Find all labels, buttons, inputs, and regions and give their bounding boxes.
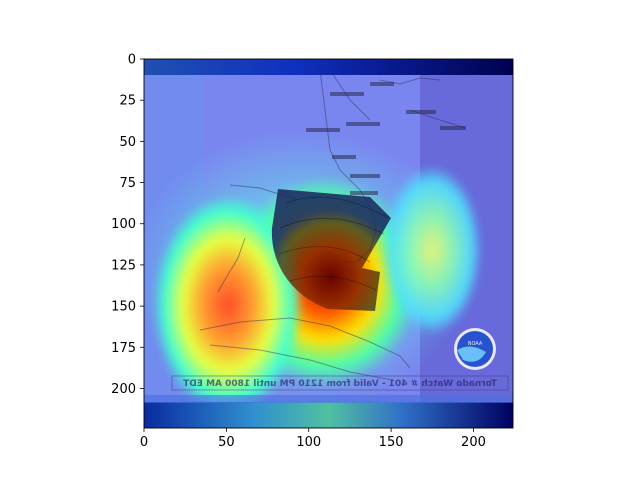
y-tick-label: 200 — [111, 382, 136, 397]
top-band — [144, 59, 513, 75]
hotspot-left — [153, 195, 303, 415]
heatmap-image: NOAA Tornado Watch # 401 - Valid from 12… — [144, 59, 513, 428]
logo-text: NOAA — [468, 341, 483, 347]
hotspot-right — [382, 165, 482, 335]
noaa-logo: NOAA — [454, 328, 496, 370]
y-tick-label: 50 — [119, 135, 136, 150]
y-tick-label: 25 — [119, 94, 136, 109]
y-axis: 0 25 50 75 100 125 150 175 200 — [111, 53, 144, 397]
y-tick-label: 0 — [128, 53, 136, 68]
x-tick-label: 0 — [140, 435, 148, 450]
x-tick-label: 200 — [461, 435, 486, 450]
watch-area-shape — [271, 189, 391, 311]
x-tick-label: 100 — [296, 435, 321, 450]
flipped-caption: Tornado Watch # 401 - Valid from 1210 PM… — [182, 379, 497, 389]
axes-frame — [143, 58, 514, 429]
x-tick-label: 150 — [379, 435, 404, 450]
y-tick-label: 125 — [111, 258, 136, 273]
y-tick-label: 100 — [111, 217, 136, 232]
x-axis: 0 50 100 150 200 — [140, 428, 486, 450]
x-tick-label: 50 — [218, 435, 235, 450]
y-tick-label: 75 — [119, 176, 136, 191]
y-tick-label: 150 — [111, 300, 136, 315]
bottom-band — [144, 402, 513, 428]
y-tick-label: 175 — [111, 341, 136, 356]
